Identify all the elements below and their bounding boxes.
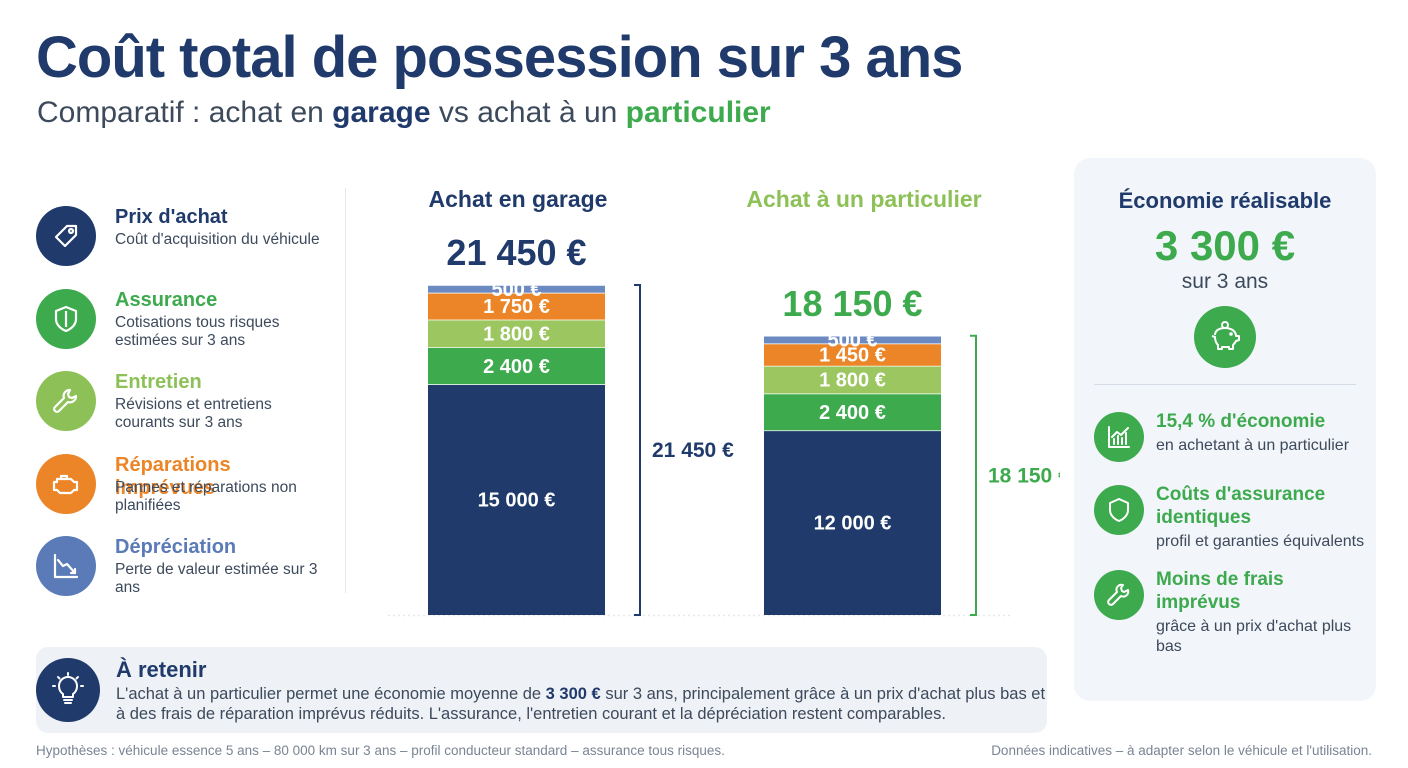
shield-icon (1094, 485, 1144, 535)
bar-segment-label: 1 450 € (819, 345, 886, 367)
legend-title: Dépréciation (115, 536, 237, 558)
wrench-icon (36, 371, 96, 431)
engine-icon (36, 453, 96, 514)
growth-chart-icon (1094, 412, 1144, 462)
bar-total-label: 18 150 € (782, 283, 922, 324)
lightbulb-icon (36, 658, 100, 722)
benefit-desc: grâce à un prix d'achat plus bas (1156, 618, 1352, 655)
savings-amount: 3 300 € (1154, 222, 1296, 269)
benefit-title: Moins de frais imprévus (1156, 569, 1284, 613)
bar-segment (428, 319, 605, 348)
cost-legend: Prix d'achat Coût d'acquisition du véhic… (36, 202, 336, 615)
price-tag-icon (36, 206, 96, 266)
wrench-icon (1094, 570, 1144, 620)
bar-segment-label: 2 400 € (819, 402, 886, 424)
legend-title: Prix d'achat (115, 206, 228, 228)
bar-segment-label: 2 400 € (483, 356, 550, 378)
legend-desc: Cotisations tous risques estimées sur 3 … (115, 313, 280, 349)
depreciation-chart-icon (36, 536, 96, 596)
subtitle-prefix: Comparatif : achat en (37, 96, 333, 129)
legend-desc: Révisions et entretiens courants sur 3 a… (115, 396, 272, 431)
bar-total-label: 21 450 € (446, 232, 586, 273)
bar-segment-label: 1 800 € (483, 323, 550, 345)
total-bracket (970, 334, 977, 616)
benefit-desc: en achetant à un particulier (1156, 437, 1350, 454)
stacked-bar-chart: 15 000 €2 400 €1 800 €1 750 €500 € Achat … (380, 170, 1070, 630)
takeaway-box: À retenir L'achat à un particulier perme… (36, 647, 1047, 733)
bar-segment-label: 1 750 € (483, 296, 550, 318)
shield-icon (36, 288, 96, 349)
bracket-total-label: 21 450 € (652, 439, 734, 462)
legend-title: Entretien (115, 371, 202, 393)
legend-desc: Pannes et réparations non planifiées (115, 478, 297, 514)
benefit-desc: profil et garanties équivalents (1156, 533, 1365, 550)
footer-disclaimer: Données indicatives – à adapter selon le… (991, 743, 1372, 758)
category-label: Achat en garage (429, 186, 608, 212)
savings-title: Économie réalisable (1118, 188, 1332, 213)
takeaway-text-before: L'achat à un particulier permet une écon… (116, 685, 546, 703)
takeaway-text: L'achat à un particulier permet une écon… (116, 684, 1046, 724)
page-subtitle: Comparatif : achat en garage vs achat à … (37, 96, 771, 130)
bar-segment (764, 430, 941, 615)
legend-desc: Perte de valeur estimée sur 3 ans (115, 561, 318, 596)
bar-segment (764, 393, 941, 431)
bar-segment (428, 347, 605, 385)
category-label: Achat à un particulier (746, 186, 981, 212)
benefit-title: Coûts d'assurance identiques (1156, 484, 1326, 528)
legend-item-prix-achat: Prix d'achat Coût d'acquisition du véhic… (36, 202, 336, 285)
takeaway-highlight: 3 300 € (545, 685, 601, 703)
bracket-total-label: 18 150 € (988, 464, 1060, 487)
page-title: Coût total de possession sur 3 ans (36, 25, 963, 90)
bar-segment (428, 285, 605, 293)
legend-item-assurance: Assurance Cotisations tous risques estim… (36, 285, 336, 368)
savings-period: sur 3 ans (1181, 270, 1269, 293)
takeaway-text-after: sur 3 ans, principalement grâce à un pri… (116, 685, 1046, 723)
bar-segment-label: 500 € (491, 279, 541, 301)
chart-svg: 15 000 €2 400 €1 800 €1 750 €500 €Achat … (388, 186, 1070, 617)
panel-divider (1094, 384, 1356, 385)
piggy-bank-icon (1194, 306, 1256, 368)
savings-panel: Économie réalisable 3 300 € sur 3 ans 15… (1074, 158, 1376, 701)
bar-segment-label: 1 800 € (819, 370, 886, 392)
subtitle-keyword-garage: garage (332, 96, 431, 129)
legend-desc: Coût d'acquisition du véhicule (115, 231, 320, 248)
bar-segment (764, 335, 941, 344)
legend-item-entretien: Entretien Révisions et entretiens couran… (36, 367, 336, 450)
bar-segment-label: 500 € (827, 330, 877, 352)
bar-segment-label: 15 000 € (478, 490, 556, 512)
bar-segment (428, 292, 605, 320)
benefit-title: 15,4 % d'économie (1156, 411, 1326, 432)
legend-divider (345, 188, 346, 593)
subtitle-keyword-particulier: particulier (625, 96, 771, 129)
footer-assumptions: Hypothèses : véhicule essence 5 ans – 80… (36, 743, 725, 758)
bar-segment (764, 365, 941, 394)
total-bracket (634, 284, 641, 616)
bar-segment (764, 343, 941, 366)
takeaway-title: À retenir (116, 657, 207, 682)
legend-title: Réparations imprévues (115, 453, 231, 499)
bar-segment-label: 12 000 € (814, 513, 892, 535)
legend-item-reparations: Réparations imprévues Pannes et réparati… (36, 450, 336, 533)
legend-title: Assurance (115, 288, 218, 311)
subtitle-middle: vs achat à un (430, 96, 626, 129)
bar-segment (428, 384, 605, 615)
legend-item-depreciation: Dépréciation Perte de valeur estimée sur… (36, 532, 336, 615)
